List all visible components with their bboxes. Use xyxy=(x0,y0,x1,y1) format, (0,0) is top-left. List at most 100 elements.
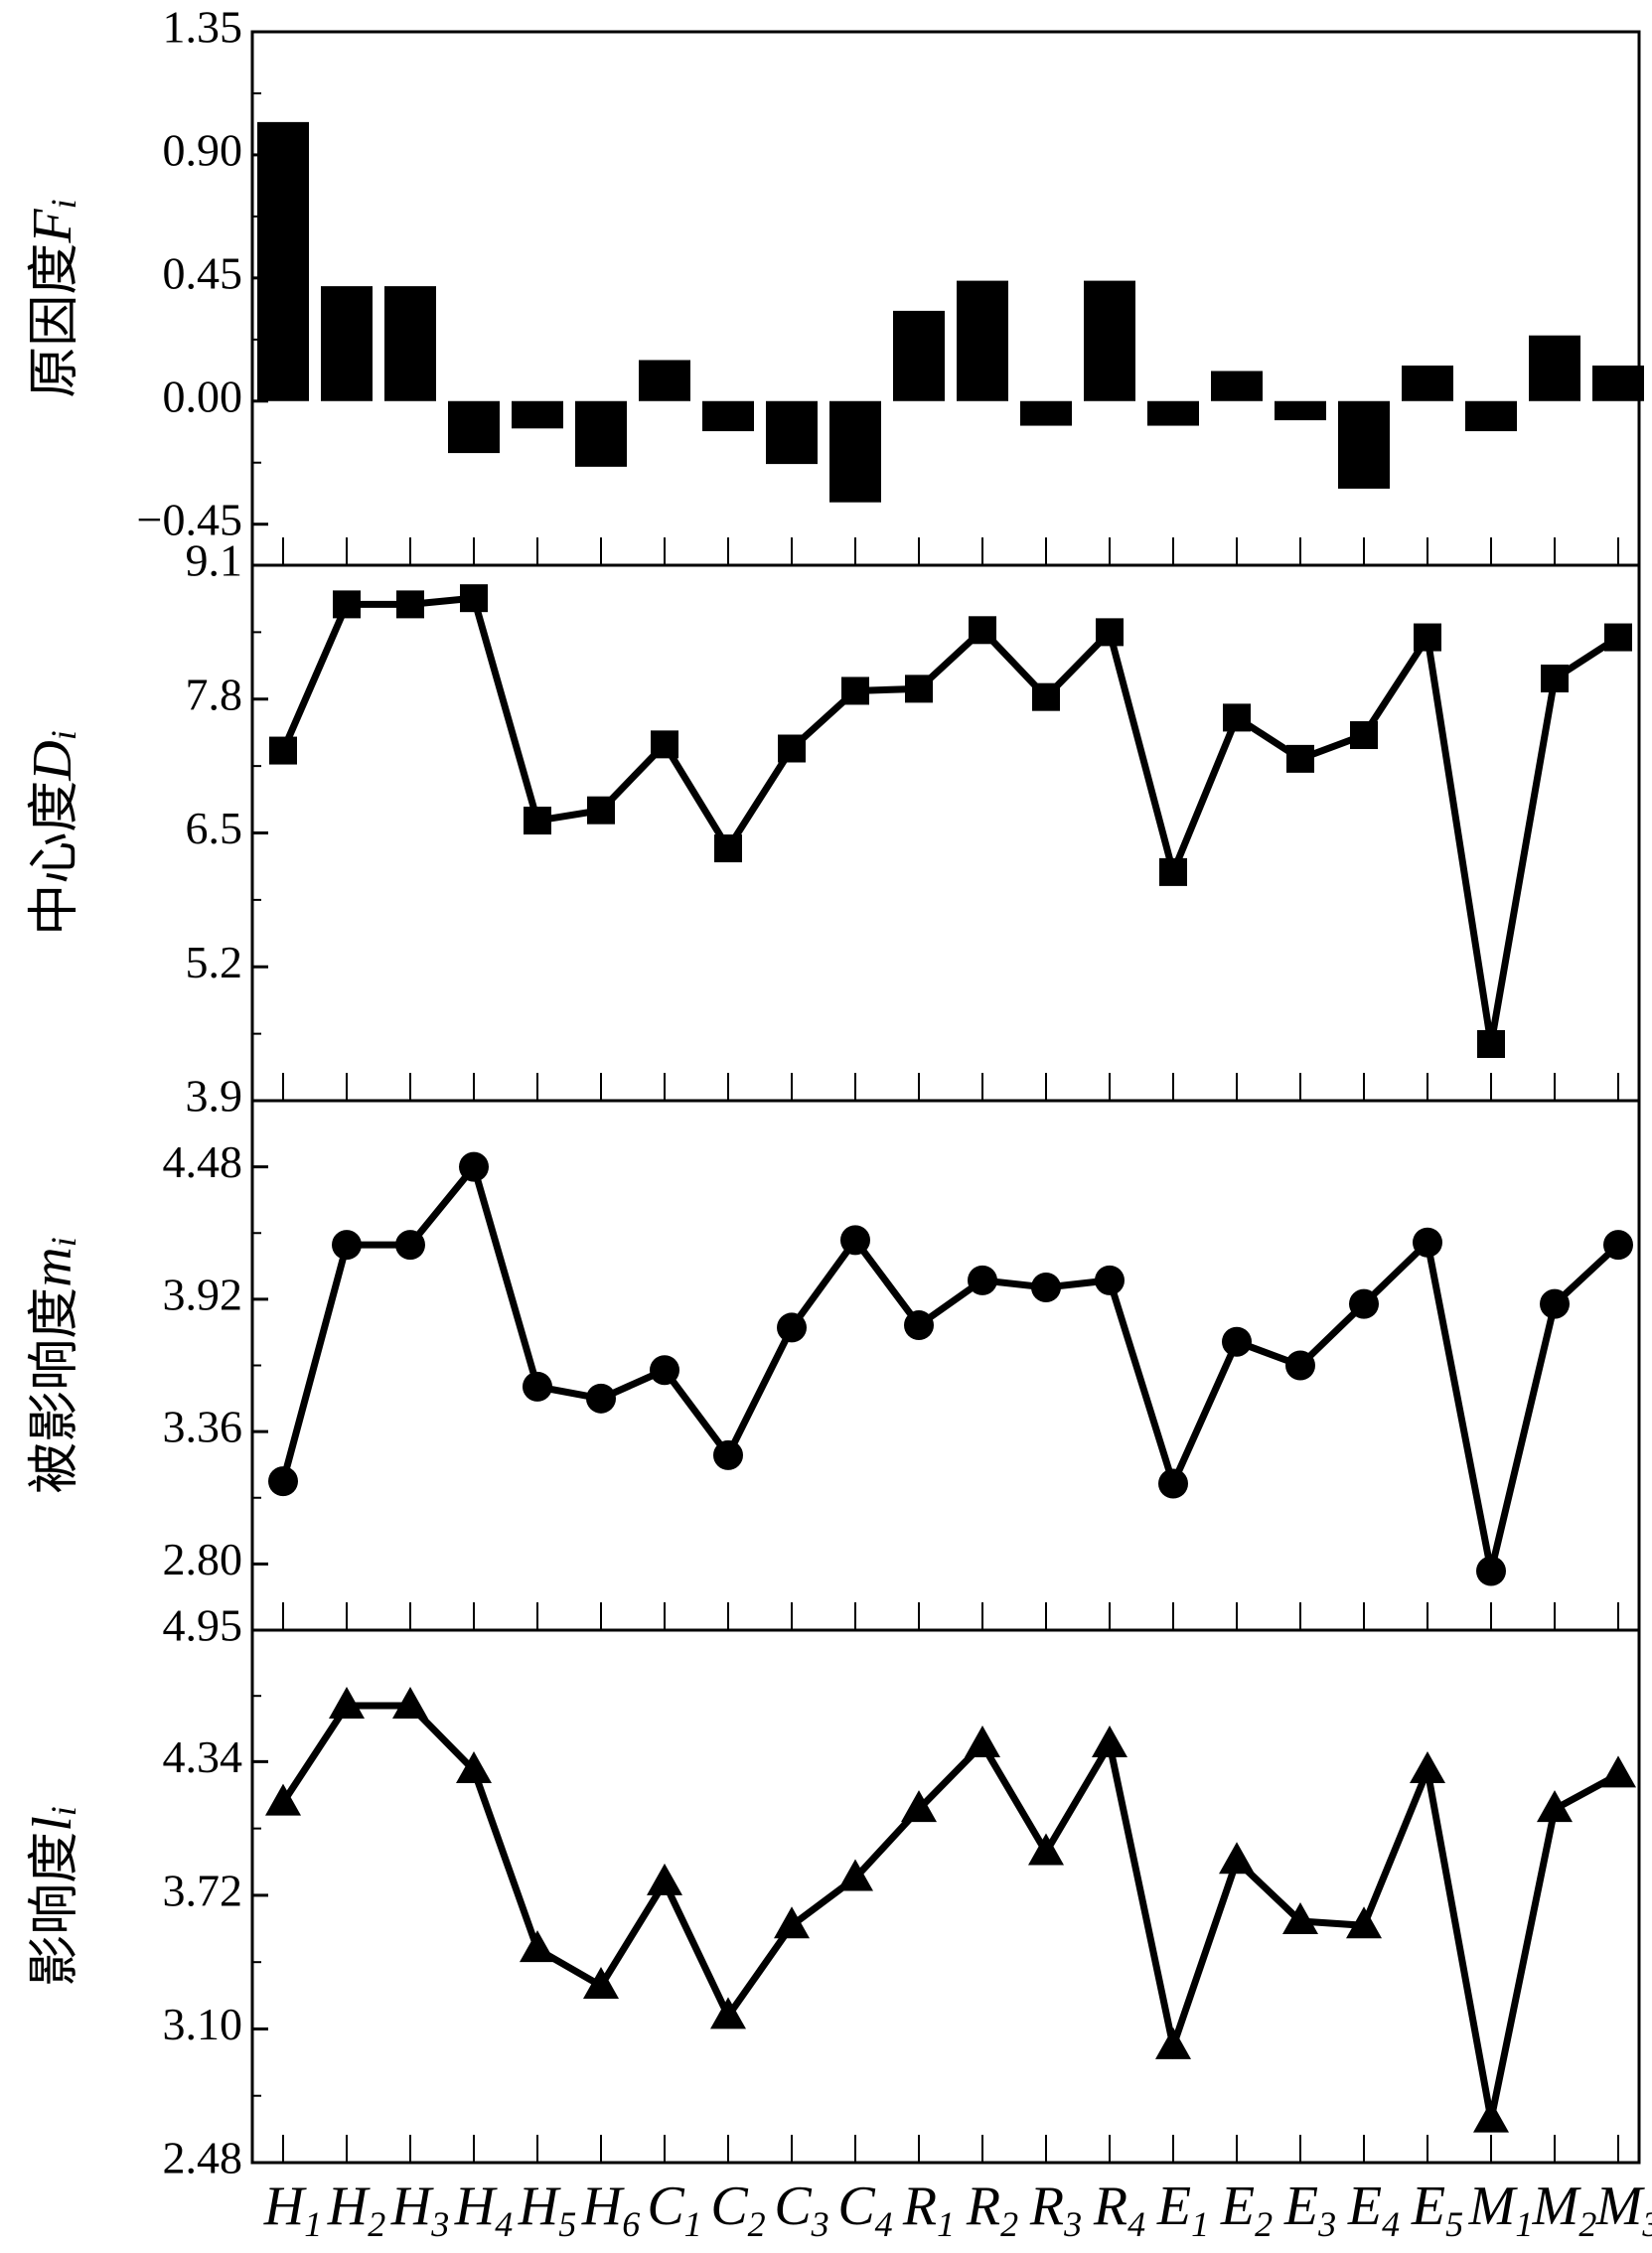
y-tick-label: 3.72 xyxy=(163,1865,243,1915)
x-tick-label: E2 xyxy=(1220,2176,1273,2244)
point-marker-triangle xyxy=(265,1783,301,1816)
x-tick-label: H2 xyxy=(327,2176,385,2244)
x-tick-label: E5 xyxy=(1411,2176,1463,2244)
bar xyxy=(1020,400,1072,426)
point-marker-circle xyxy=(713,1439,743,1470)
point-marker-square xyxy=(1159,857,1187,886)
series-line xyxy=(279,594,1620,1045)
point-marker-circle xyxy=(968,1265,997,1295)
point-marker-circle xyxy=(840,1225,870,1256)
point-marker-triangle xyxy=(456,1751,492,1784)
bar xyxy=(1529,335,1580,401)
x-tick-label: H4 xyxy=(454,2176,513,2244)
point-marker-square xyxy=(841,676,869,705)
point-marker-triangle xyxy=(1410,1751,1445,1784)
point-marker-square xyxy=(1286,744,1314,773)
point-marker-square xyxy=(333,590,361,619)
y-tick-label: 1.35 xyxy=(163,2,243,53)
point-marker-circle xyxy=(1158,1468,1188,1499)
bar xyxy=(893,310,945,401)
point-marker-circle xyxy=(777,1312,807,1343)
x-tick-label: H3 xyxy=(390,2176,449,2244)
y-tick-label: 6.5 xyxy=(186,803,243,853)
bar xyxy=(257,121,309,401)
point-marker-triangle xyxy=(1282,1901,1318,1934)
x-tick-label: H1 xyxy=(263,2176,322,2244)
point-marker-square xyxy=(1350,721,1378,750)
point-marker-triangle xyxy=(901,1790,937,1823)
point-marker-circle xyxy=(1349,1288,1379,1319)
point-marker-square xyxy=(1541,665,1569,693)
point-marker-circle xyxy=(1285,1350,1315,1381)
y-axis-label: 被影响度mi xyxy=(22,1237,84,1493)
point-marker-square xyxy=(524,807,551,835)
point-marker-square xyxy=(969,616,996,645)
x-tick-label: H5 xyxy=(518,2176,576,2244)
point-marker-triangle xyxy=(647,1863,682,1895)
point-marker-circle xyxy=(1222,1326,1252,1357)
point-marker-triangle xyxy=(1600,1755,1636,1788)
point-marker-circle xyxy=(1095,1265,1125,1295)
bar xyxy=(1084,280,1135,401)
point-marker-square xyxy=(905,675,933,703)
point-marker-triangle xyxy=(1028,1833,1064,1866)
point-marker-circle xyxy=(904,1310,934,1341)
point-marker-square xyxy=(1223,703,1251,732)
y-tick-label: 4.34 xyxy=(163,1731,243,1782)
point-marker-square xyxy=(651,730,678,759)
bar xyxy=(1147,400,1199,426)
x-tick-label: M3 xyxy=(1595,2176,1652,2244)
bar xyxy=(1275,400,1326,421)
point-marker-circle xyxy=(268,1466,298,1497)
x-tick-label: H6 xyxy=(581,2176,640,2244)
y-tick-label: 7.8 xyxy=(186,669,243,719)
point-marker-circle xyxy=(459,1151,489,1182)
point-marker-circle xyxy=(1413,1227,1442,1258)
y-axis-label: 中心度Di xyxy=(22,730,84,935)
point-marker-triangle xyxy=(1219,1842,1255,1875)
point-marker-circle xyxy=(1603,1230,1633,1261)
x-tick-label: E3 xyxy=(1283,2176,1336,2244)
x-tick-label: R1 xyxy=(902,2176,955,2244)
point-marker-circle xyxy=(1031,1272,1061,1302)
point-marker-triangle xyxy=(965,1726,1000,1758)
y-tick-label: 2.80 xyxy=(163,1534,243,1584)
bar xyxy=(384,286,436,401)
point-marker-circle xyxy=(395,1230,425,1261)
bar xyxy=(639,360,690,401)
point-marker-circle xyxy=(650,1355,679,1386)
x-tick-label: C1 xyxy=(647,2176,701,2244)
point-marker-square xyxy=(269,736,297,765)
point-marker-circle xyxy=(523,1371,552,1402)
point-marker-triangle xyxy=(774,1906,810,1939)
x-tick-label: R2 xyxy=(966,2176,1018,2244)
point-marker-circle xyxy=(1476,1556,1506,1586)
y-tick-label: −0.45 xyxy=(137,494,242,544)
x-tick-label: R3 xyxy=(1029,2176,1082,2244)
x-tick-label: M1 xyxy=(1468,2176,1534,2244)
point-marker-triangle xyxy=(710,1997,746,2029)
point-marker-square xyxy=(587,796,615,825)
panel-frame xyxy=(250,1628,1641,2165)
y-tick-label: 0.00 xyxy=(163,371,243,421)
y-tick-label: 2.48 xyxy=(163,2133,243,2183)
y-tick-label: 4.95 xyxy=(163,1600,243,1651)
bar xyxy=(829,400,881,503)
bar xyxy=(1592,365,1644,401)
panel-3: 4.48 3.92 3.36 2.80 被影响度mi xyxy=(22,1099,1641,1632)
point-marker-triangle xyxy=(583,1967,619,2000)
x-tick-label: R4 xyxy=(1093,2176,1145,2244)
x-tick-label: E1 xyxy=(1156,2176,1209,2244)
x-tick-label: E4 xyxy=(1347,2176,1400,2244)
bar xyxy=(448,400,500,454)
bar xyxy=(1402,365,1453,401)
bar xyxy=(512,400,563,429)
x-tick-label: C3 xyxy=(774,2176,828,2244)
point-marker-square xyxy=(1096,618,1124,647)
panel-frame xyxy=(250,30,1641,567)
point-marker-square xyxy=(1604,623,1632,652)
point-marker-circle xyxy=(332,1230,362,1261)
bar xyxy=(321,286,373,401)
y-axis-label: 影响度li xyxy=(22,1806,84,1987)
